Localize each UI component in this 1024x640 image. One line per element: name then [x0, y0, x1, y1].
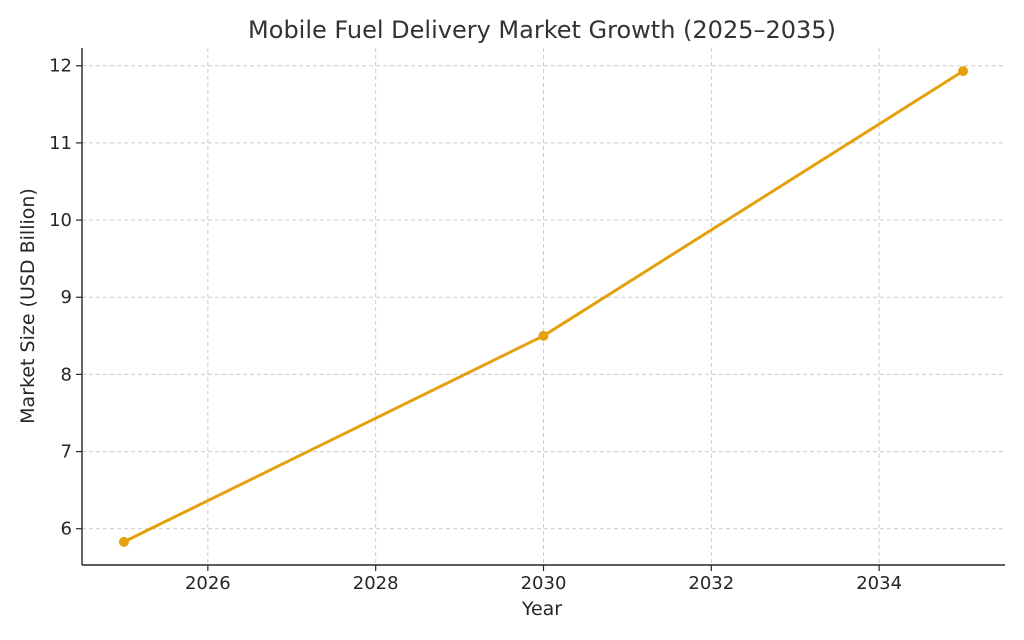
x-axis-ticks: 2026 2028 2030 2032 2034	[185, 565, 902, 594]
grid-lines	[82, 48, 1005, 565]
data-point	[538, 330, 549, 341]
y-tick-label: 11	[49, 133, 72, 154]
y-axis-ticks: 6 7 8 9 10 11 12	[49, 56, 82, 540]
y-tick-label: 10	[49, 210, 72, 231]
y-tick-label: 8	[61, 364, 72, 385]
series-group	[118, 66, 969, 547]
x-tick-label: 2030	[521, 573, 567, 594]
chart-title: Mobile Fuel Delivery Market Growth (2025…	[248, 16, 836, 44]
y-tick-label: 9	[61, 287, 72, 308]
data-point	[958, 66, 969, 77]
x-axis-title: Year	[521, 598, 562, 620]
x-tick-label: 2032	[688, 573, 734, 594]
x-tick-label: 2034	[856, 573, 902, 594]
y-tick-label: 12	[49, 56, 72, 77]
y-tick-label: 7	[61, 442, 72, 463]
x-tick-label: 2026	[185, 573, 231, 594]
x-tick-label: 2028	[353, 573, 399, 594]
y-tick-label: 6	[61, 519, 72, 540]
data-point	[118, 536, 129, 547]
y-axis-title: Market Size (USD Billion)	[17, 188, 39, 424]
